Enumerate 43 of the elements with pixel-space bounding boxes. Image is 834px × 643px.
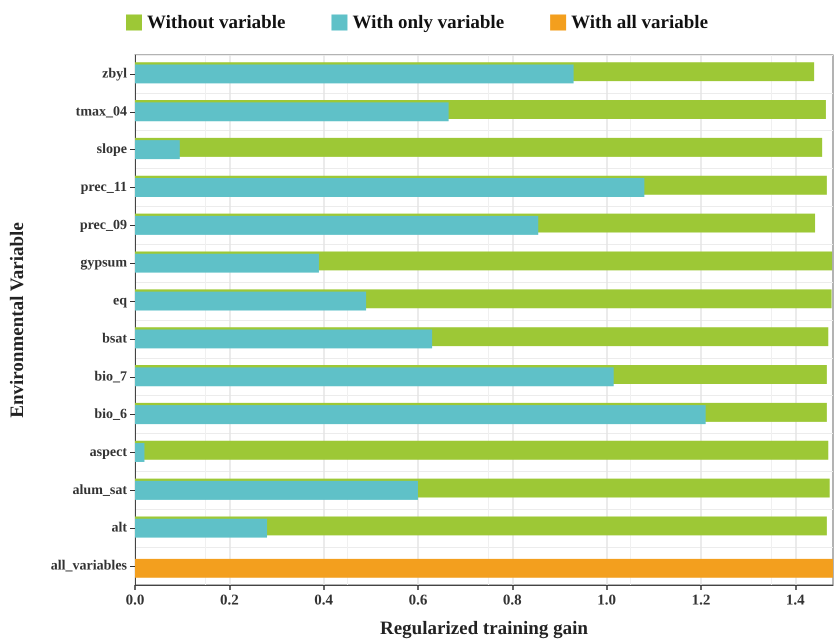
bar: [135, 102, 449, 122]
bar: [135, 254, 319, 273]
x-tick-label: 1.4: [786, 592, 806, 608]
y-tick-label: prec_09: [80, 218, 127, 233]
bar: [135, 443, 144, 462]
legend-label: Without variable: [146, 12, 286, 33]
x-tick-label: 0.2: [220, 592, 239, 608]
bar: [135, 178, 644, 197]
bar: [135, 480, 418, 500]
bar: [135, 367, 614, 386]
legend-label: With only variable: [352, 12, 504, 33]
y-tick-label: all_variables: [50, 558, 128, 574]
bar: [135, 440, 828, 460]
x-tick-label: 0.8: [502, 592, 522, 608]
bar: [135, 518, 268, 538]
y-axis-title: Environmental Variable: [7, 222, 28, 418]
x-tick-label: 0.4: [314, 592, 334, 608]
x-tick-label: 1.2: [692, 592, 710, 608]
y-tick-label: prec_11: [80, 180, 127, 195]
x-tick-label: 0.6: [408, 592, 428, 608]
y-tick-label: bio_7: [94, 369, 127, 384]
y-tick-label: gypsum: [80, 256, 128, 271]
bar: [135, 558, 833, 578]
bar: [135, 64, 574, 84]
y-tick-label: bio_6: [94, 407, 127, 422]
y-tick-label: alt: [111, 520, 128, 536]
y-tick-label: bsat: [102, 331, 128, 346]
bar: [135, 329, 432, 348]
bar: [135, 140, 180, 160]
y-tick-label: aspect: [90, 445, 128, 460]
x-tick-label: 0.0: [126, 592, 144, 608]
y-tick-label: zbyl: [102, 66, 128, 82]
y-tick-label: eq: [113, 294, 128, 309]
bar: [135, 292, 366, 311]
bar: [135, 405, 706, 424]
y-tick-label: tmax_04: [76, 104, 127, 120]
y-tick-label: slope: [96, 142, 127, 158]
x-axis-title: Regularized training gain: [380, 618, 588, 639]
legend-label: With all variable: [571, 12, 708, 33]
bar: [135, 138, 822, 157]
bar: [135, 216, 538, 235]
x-tick-label: 1.0: [597, 592, 616, 608]
y-tick-label: alum_sat: [72, 482, 128, 498]
